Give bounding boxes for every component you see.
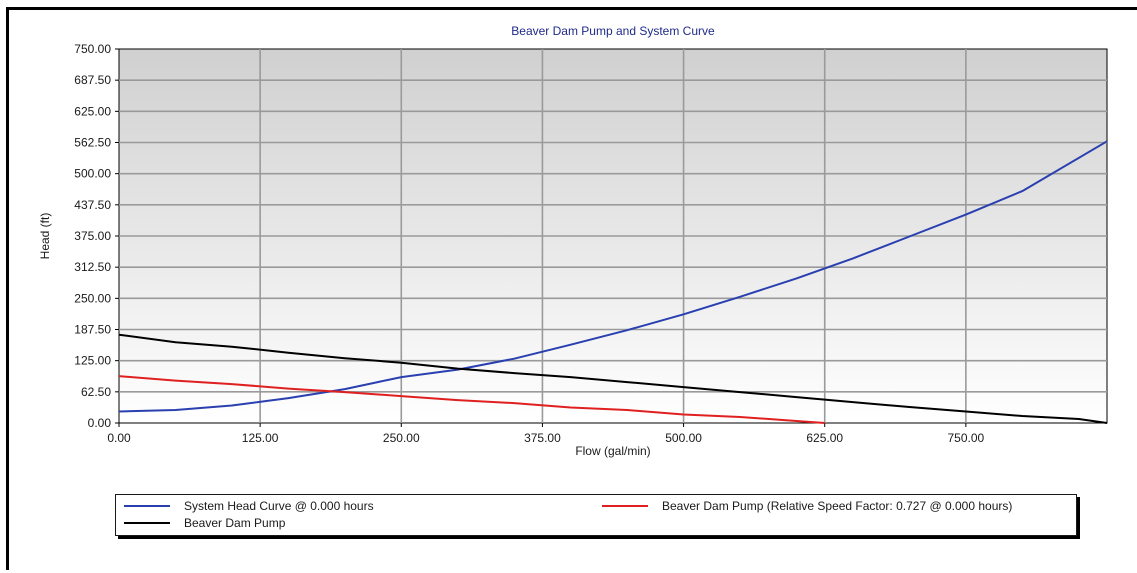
legend-item-pump: Beaver Dam Pump bbox=[124, 516, 285, 530]
series-line-pump bbox=[118, 333, 1108, 424]
legend-label-pump: Beaver Dam Pump bbox=[184, 516, 286, 530]
x-tick-label: 375.00 bbox=[524, 431, 561, 445]
series-line-system-head bbox=[118, 140, 1108, 413]
series-lines bbox=[118, 140, 1108, 424]
y-tick-label: 625.00 bbox=[74, 104, 111, 118]
x-tick-label: 500.00 bbox=[665, 431, 702, 445]
y-tick-label: 125.00 bbox=[74, 354, 111, 368]
y-tick-label: 250.00 bbox=[74, 291, 111, 305]
legend-label-pump-relative: Beaver Dam Pump (Relative Speed Factor: … bbox=[662, 499, 1013, 513]
x-tick-label: 125.00 bbox=[242, 431, 279, 445]
x-tick-label: 750.00 bbox=[948, 431, 985, 445]
y-tick-label: 437.50 bbox=[74, 198, 111, 212]
y-tick-label: 562.50 bbox=[74, 136, 111, 150]
grid-lines bbox=[119, 49, 1107, 423]
y-tick-label: 375.00 bbox=[74, 229, 111, 243]
x-tick-label: 250.00 bbox=[383, 431, 420, 445]
y-tick-label: 187.50 bbox=[74, 323, 111, 337]
y-axis-ticks: 0.00 62.50 125.00 187.50 250.00 312.50 375.00 4… bbox=[74, 42, 119, 430]
chart-window: Beaver Dam Pump and System Curve 0.00 62.… bbox=[6, 7, 1137, 570]
legend-item-system-head: System Head Curve @ 0.000 hours bbox=[124, 499, 374, 513]
chart-title: Beaver Dam Pump and System Curve bbox=[511, 24, 715, 38]
x-axis-title: Flow (gal/min) bbox=[575, 444, 650, 458]
legend-label-system-head: System Head Curve @ 0.000 hours bbox=[184, 499, 374, 513]
x-axis-ticks: 0.00 125.00 250.00 375.00 500.00 625.00 750.00 bbox=[107, 423, 985, 445]
y-tick-label: 0.00 bbox=[88, 416, 112, 430]
y-tick-label: 62.50 bbox=[81, 385, 111, 399]
legend: System Head Curve @ 0.000 hours Beaver D… bbox=[115, 494, 1077, 536]
legend-item-pump-relative: Beaver Dam Pump (Relative Speed Factor: … bbox=[602, 499, 1012, 513]
x-tick-label: 0.00 bbox=[107, 431, 131, 445]
legend-swatch-system-head bbox=[124, 505, 170, 507]
legend-swatch-pump bbox=[124, 522, 170, 524]
chart-canvas: Beaver Dam Pump and System Curve 0.00 62.… bbox=[38, 24, 1108, 458]
y-axis-title: Head (ft) bbox=[38, 213, 52, 260]
x-tick-label: 625.00 bbox=[806, 431, 843, 445]
y-tick-label: 312.50 bbox=[74, 260, 111, 274]
y-tick-label: 687.50 bbox=[74, 73, 111, 87]
y-tick-label: 750.00 bbox=[74, 42, 111, 56]
legend-swatch-pump-relative bbox=[602, 505, 648, 507]
series-line-pump-relative bbox=[118, 375, 825, 424]
y-tick-label: 500.00 bbox=[74, 167, 111, 181]
